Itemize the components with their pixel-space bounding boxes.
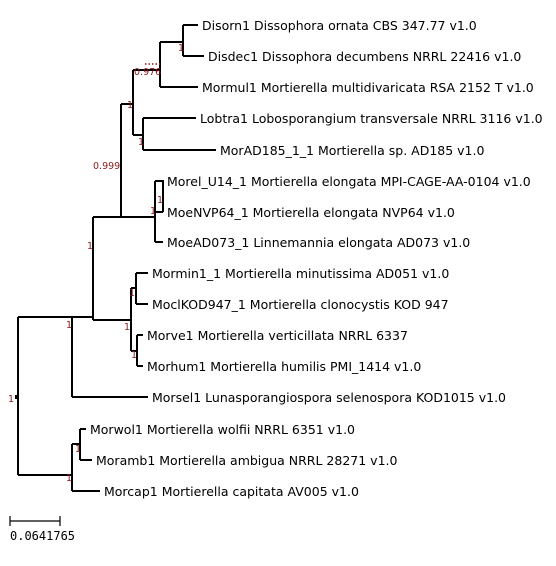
support-node93: 1 (87, 241, 93, 252)
support-lower: 1 (66, 473, 72, 484)
support-minutissima: 1 (124, 322, 130, 333)
support-main-upper: 1 (66, 320, 72, 331)
leaf-label-moenvp64: MoeNVP64_1 Mortierella elongata NVP64 v1… (167, 205, 455, 220)
leaf-label-disdec: Disdec1 Dissophora decumbens NRRL 22416 … (208, 49, 521, 64)
leaf-label-morcap: Morcap1 Mortierella capitata AV005 v1.0 (104, 484, 359, 499)
leaf-label-mormul: Mormul1 Mortierella multidivaricata RSA … (202, 80, 534, 95)
leaf-label-morad185: MorAD185_1_1 Mortierella sp. AD185 v1.0 (220, 143, 484, 158)
support-verticillata-pair: 1 (131, 350, 137, 361)
root-node (15, 395, 19, 399)
leaf-label-moead073: MoeAD073_1 Linnemannia elongata AD073 v1… (167, 235, 470, 250)
leaf-label-lobtra: Lobtra1 Lobosporangium transversale NRRL… (200, 111, 543, 126)
leaf-label-moramb: Moramb1 Mortierella ambigua NRRL 28271 v… (96, 453, 397, 468)
support-multidivaricata: 0.976 (134, 67, 161, 78)
support-elongata-inner: 1 (157, 195, 163, 206)
leaf-label-morve: Morve1 Mortierella verticillata NRRL 633… (147, 328, 408, 343)
support-big-clade: 0.999 (93, 161, 120, 172)
support-elongata: 1 (150, 206, 156, 217)
leaf-label-morsel: Morsel1 Lunasporangiospora selenospora K… (152, 390, 506, 405)
leaf-label-moclkod: MoclKOD947_1 Mortierella clonocystis KOD… (152, 297, 449, 312)
leaf-label-mormin: Mormin1_1 Mortierella minutissima AD051 … (152, 266, 449, 281)
support-minutissima-pair: 1 (129, 288, 135, 299)
leaf-label-morhum: Morhum1 Mortierella humilis PMI_1414 v1.… (147, 359, 421, 374)
support-dissophora: 1 (178, 43, 184, 54)
support-node133: 1 (127, 100, 133, 111)
scale-bar-label: 0.0641765 (10, 529, 75, 543)
support-wolfii-pair: 1 (75, 444, 81, 455)
support-lobo: 1 (138, 137, 144, 148)
leaf-label-morwol: Morwol1 Mortierella wolfii NRRL 6351 v1.… (90, 422, 355, 437)
leaf-label-morel: Morel_U14_1 Mortierella elongata MPI-CAG… (167, 174, 531, 189)
leaf-label-disorn: Disorn1 Dissophora ornata CBS 347.77 v1.… (202, 18, 477, 33)
support-root: 1 (8, 394, 14, 405)
scale-bar: 0.0641765 (9, 516, 75, 543)
